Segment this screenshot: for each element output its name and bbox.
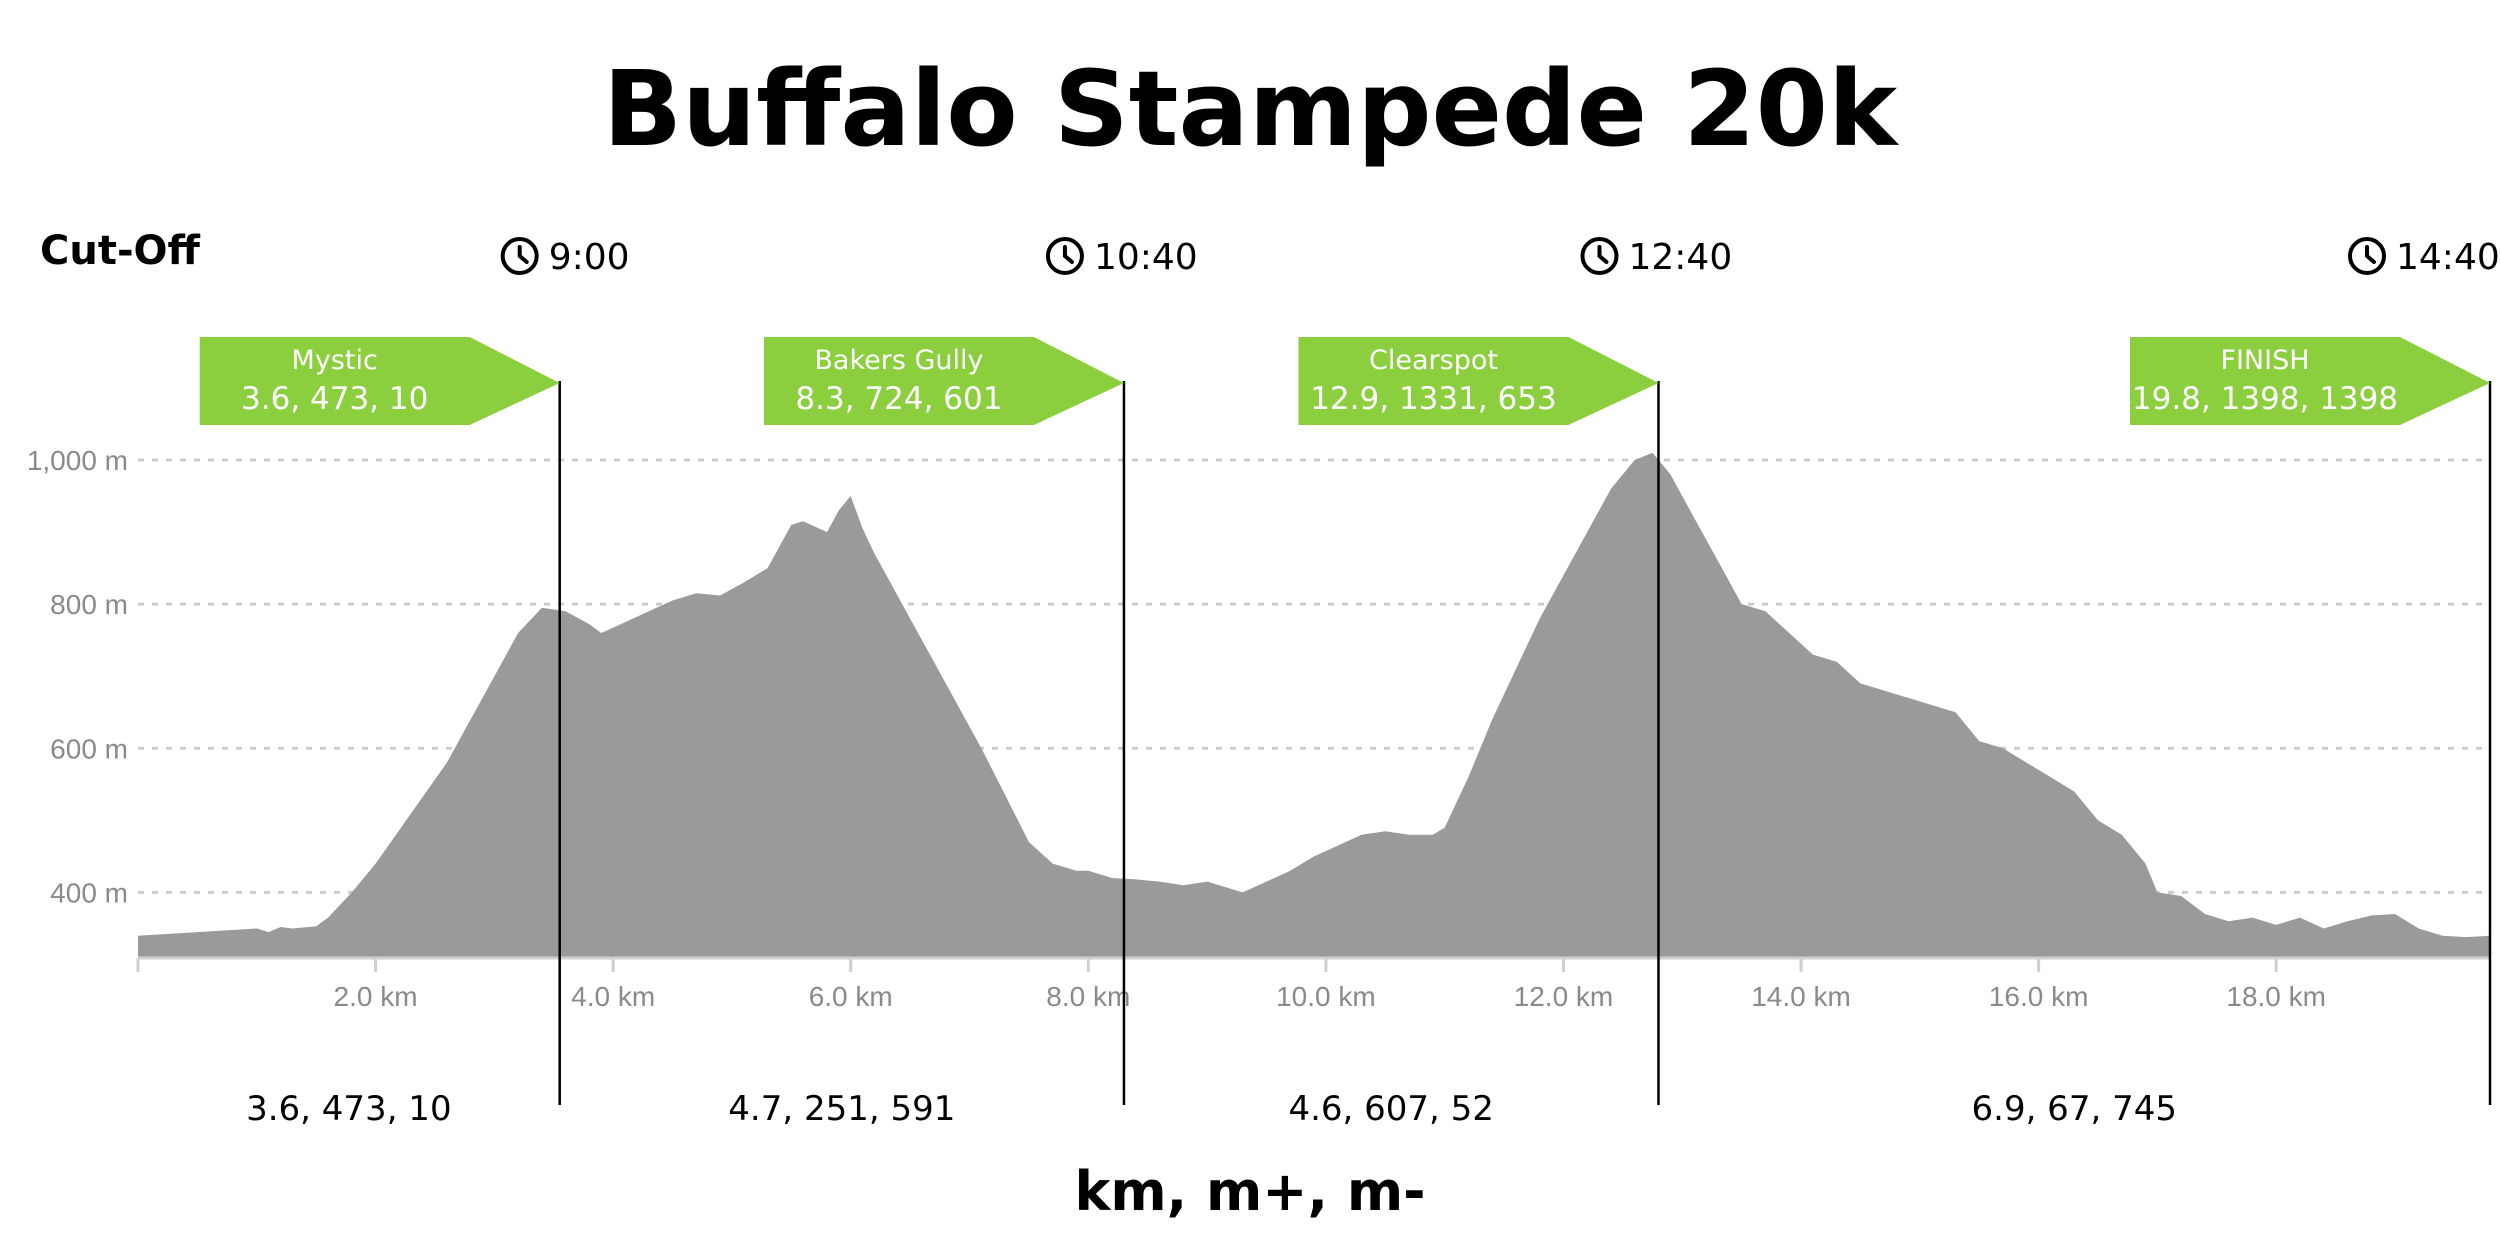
x-tick-label: 2.0 km (334, 981, 418, 1012)
segment-stats: 4.6, 607, 52 (1288, 1089, 1493, 1129)
x-tick-label: 16.0 km (1989, 981, 2089, 1012)
flag-stats: 19.8, 1398, 1398 (2132, 381, 2398, 417)
cutoff-time: 10:40 (1094, 237, 1198, 278)
x-tick-label: 8.0 km (1046, 981, 1130, 1012)
segment-stats: 3.6, 473, 10 (246, 1089, 451, 1129)
x-tick-label: 14.0 km (1751, 981, 1851, 1012)
x-tick-label: 4.0 km (571, 981, 655, 1012)
y-tick-label: 400 m (50, 877, 128, 908)
clock-icon (1045, 237, 1084, 275)
flag-name: FINISH (2220, 345, 2309, 376)
x-tick-label: 6.0 km (809, 981, 893, 1012)
x-tick-label: 18.0 km (2226, 981, 2326, 1012)
flag-stats: 3.6, 473, 10 (241, 381, 428, 417)
cutoff-time: 14:40 (2396, 237, 2500, 278)
flag-name: Mystic (292, 345, 378, 376)
clock-icon (2348, 237, 2386, 275)
aid-station-flag (763, 337, 1124, 425)
segment-stats: 4.7, 251, 591 (728, 1089, 955, 1129)
clock-icon (500, 237, 539, 275)
flag-name: Bakers Gully (814, 345, 983, 376)
flag-name: Clearspot (1369, 345, 1498, 376)
y-tick-label: 1,000 m (27, 445, 128, 476)
aid-station-flag (199, 337, 560, 425)
flag-stats: 8.3, 724, 601 (795, 381, 1002, 417)
y-tick-label: 600 m (50, 733, 128, 764)
segment-stats: 6.9, 67, 745 (1972, 1089, 2177, 1129)
cutoff-label: Cut-Off (40, 228, 200, 274)
aid-station-flag (2130, 337, 2490, 425)
clock-icon (1580, 237, 1619, 275)
cutoff-time: 9:00 (549, 237, 630, 278)
cutoff-time: 12:40 (1628, 237, 1732, 278)
flag-stats: 12.9, 1331, 653 (1310, 381, 1557, 417)
elevation-area (138, 452, 2490, 958)
x-tick-label: 10.0 km (1276, 981, 1376, 1012)
segment-legend-label: km, m+, m- (1074, 1160, 1426, 1223)
y-tick-label: 800 m (50, 589, 128, 620)
chart-title: Buffalo Stampede 20k (602, 48, 1898, 170)
aid-station-flag (1298, 337, 1659, 425)
x-tick-label: 12.0 km (1514, 981, 1614, 1012)
